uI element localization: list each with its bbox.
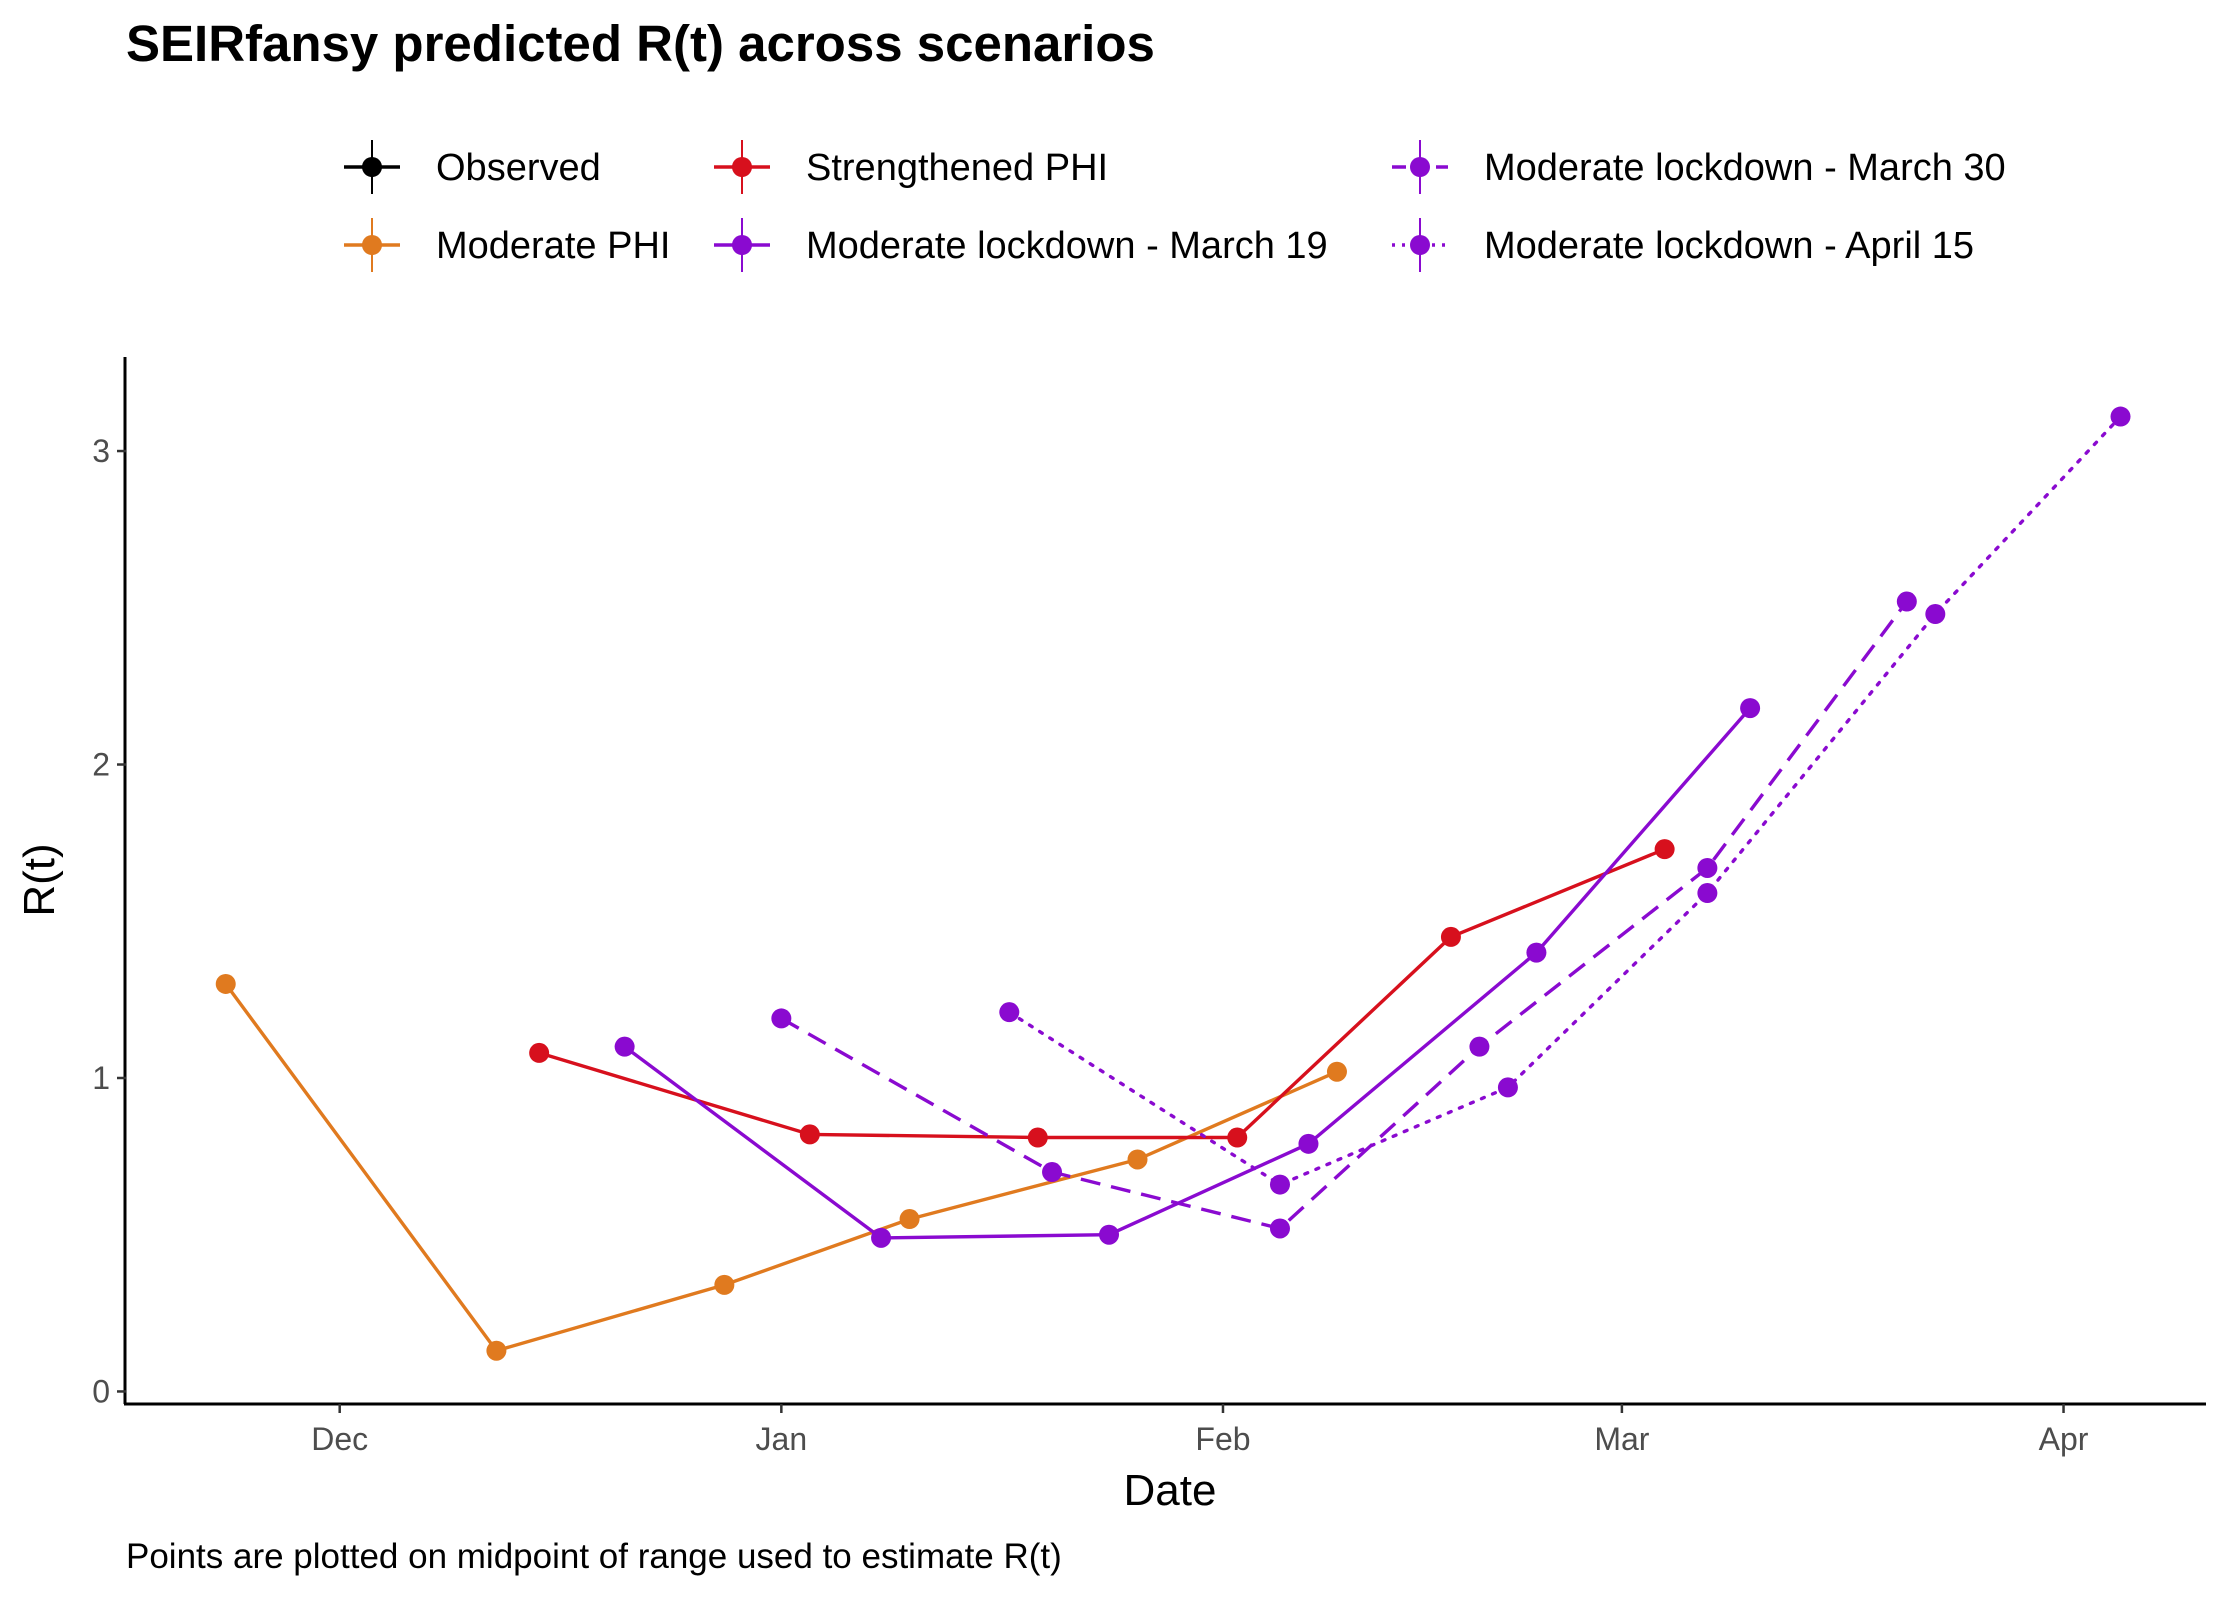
axes <box>123 357 2206 1406</box>
data-point <box>1127 1149 1148 1170</box>
data-point <box>899 1209 920 1230</box>
data-point <box>1326 1061 1347 1082</box>
data-point <box>1469 1036 1490 1057</box>
legend-item: Moderate lockdown - March 19 <box>714 218 1328 272</box>
data-point <box>871 1227 892 1248</box>
series-0 <box>215 973 1347 1361</box>
series-3 <box>771 591 1917 1239</box>
series-4 <box>999 406 2131 1195</box>
data-point <box>1269 1218 1290 1239</box>
data-point <box>1440 926 1461 947</box>
legend-item: Moderate PHI <box>344 218 670 272</box>
data-point <box>1042 1162 1063 1183</box>
legend-label: Observed <box>436 147 601 189</box>
legend-label: Moderate PHI <box>436 225 670 267</box>
y-tick-label: 3 <box>92 433 110 469</box>
series-1 <box>529 839 1675 1148</box>
data-point <box>2110 406 2131 427</box>
data-point <box>1027 1127 1048 1148</box>
chart-title: SEIRfansy predicted R(t) across scenario… <box>126 15 1155 72</box>
data-point <box>799 1124 820 1145</box>
data-point <box>1099 1224 1120 1245</box>
legend-item: Observed <box>344 140 601 194</box>
x-tick-label: Feb <box>1195 1421 1250 1457</box>
x-axis-title: Date <box>1124 1466 1217 1515</box>
legend-label: Moderate lockdown - March 19 <box>806 225 1328 267</box>
legend-item: Moderate lockdown - April 15 <box>1392 218 1974 272</box>
data-point <box>529 1042 550 1063</box>
data-point <box>1497 1077 1518 1098</box>
legend-item: Moderate lockdown - March 30 <box>1392 140 2006 194</box>
data-point <box>1697 857 1718 878</box>
legend-key-point <box>732 235 752 255</box>
x-tick-label: Mar <box>1594 1421 1649 1457</box>
x-tick-label: Jan <box>756 1421 808 1457</box>
data-point <box>714 1274 735 1295</box>
y-tick-label: 2 <box>92 747 110 783</box>
legend-label: Strengthened PHI <box>806 147 1108 189</box>
data-point <box>1227 1127 1248 1148</box>
y-axis-title: R(t) <box>15 843 64 916</box>
legend-label: Moderate lockdown - March 30 <box>1484 147 2006 189</box>
y-tick-label: 1 <box>92 1060 110 1096</box>
data-point <box>771 1008 792 1029</box>
data-point <box>1740 698 1761 719</box>
legend-key-point <box>1410 157 1430 177</box>
legend: Observed Moderate PHI Strengthened PHI Mode… <box>344 140 2006 272</box>
data-point <box>1654 839 1675 860</box>
series-line <box>538 847 1666 1140</box>
data-point <box>1697 883 1718 904</box>
data-point <box>1896 591 1917 612</box>
data-point <box>999 1002 1020 1023</box>
series-line <box>623 706 1752 1240</box>
data-point <box>1526 942 1547 963</box>
data-point <box>614 1036 635 1057</box>
legend-key-point <box>362 157 382 177</box>
x-tick-label: Apr <box>2039 1421 2089 1457</box>
series-line <box>780 600 1909 1231</box>
legend-key-point <box>362 235 382 255</box>
series-layer <box>215 406 2131 1361</box>
data-point <box>1925 604 1946 625</box>
data-point <box>1298 1133 1319 1154</box>
series-line <box>224 982 1338 1353</box>
legend-label: Moderate lockdown - April 15 <box>1484 225 1974 267</box>
legend-key-point <box>1410 235 1430 255</box>
x-tick-label: Dec <box>311 1421 368 1457</box>
legend-item: Strengthened PHI <box>714 140 1108 194</box>
ticks: 0 1 2 3 Dec Jan Feb Mar Apr <box>92 433 2089 1457</box>
chart-caption: Points are plotted on midpoint of range … <box>126 1537 1062 1576</box>
legend-key-point <box>732 157 752 177</box>
y-tick-label: 0 <box>92 1373 110 1409</box>
series-line <box>1007 414 2123 1187</box>
series-2 <box>614 698 1761 1248</box>
data-point <box>486 1340 507 1361</box>
data-point <box>1269 1174 1290 1195</box>
data-point <box>215 973 236 994</box>
